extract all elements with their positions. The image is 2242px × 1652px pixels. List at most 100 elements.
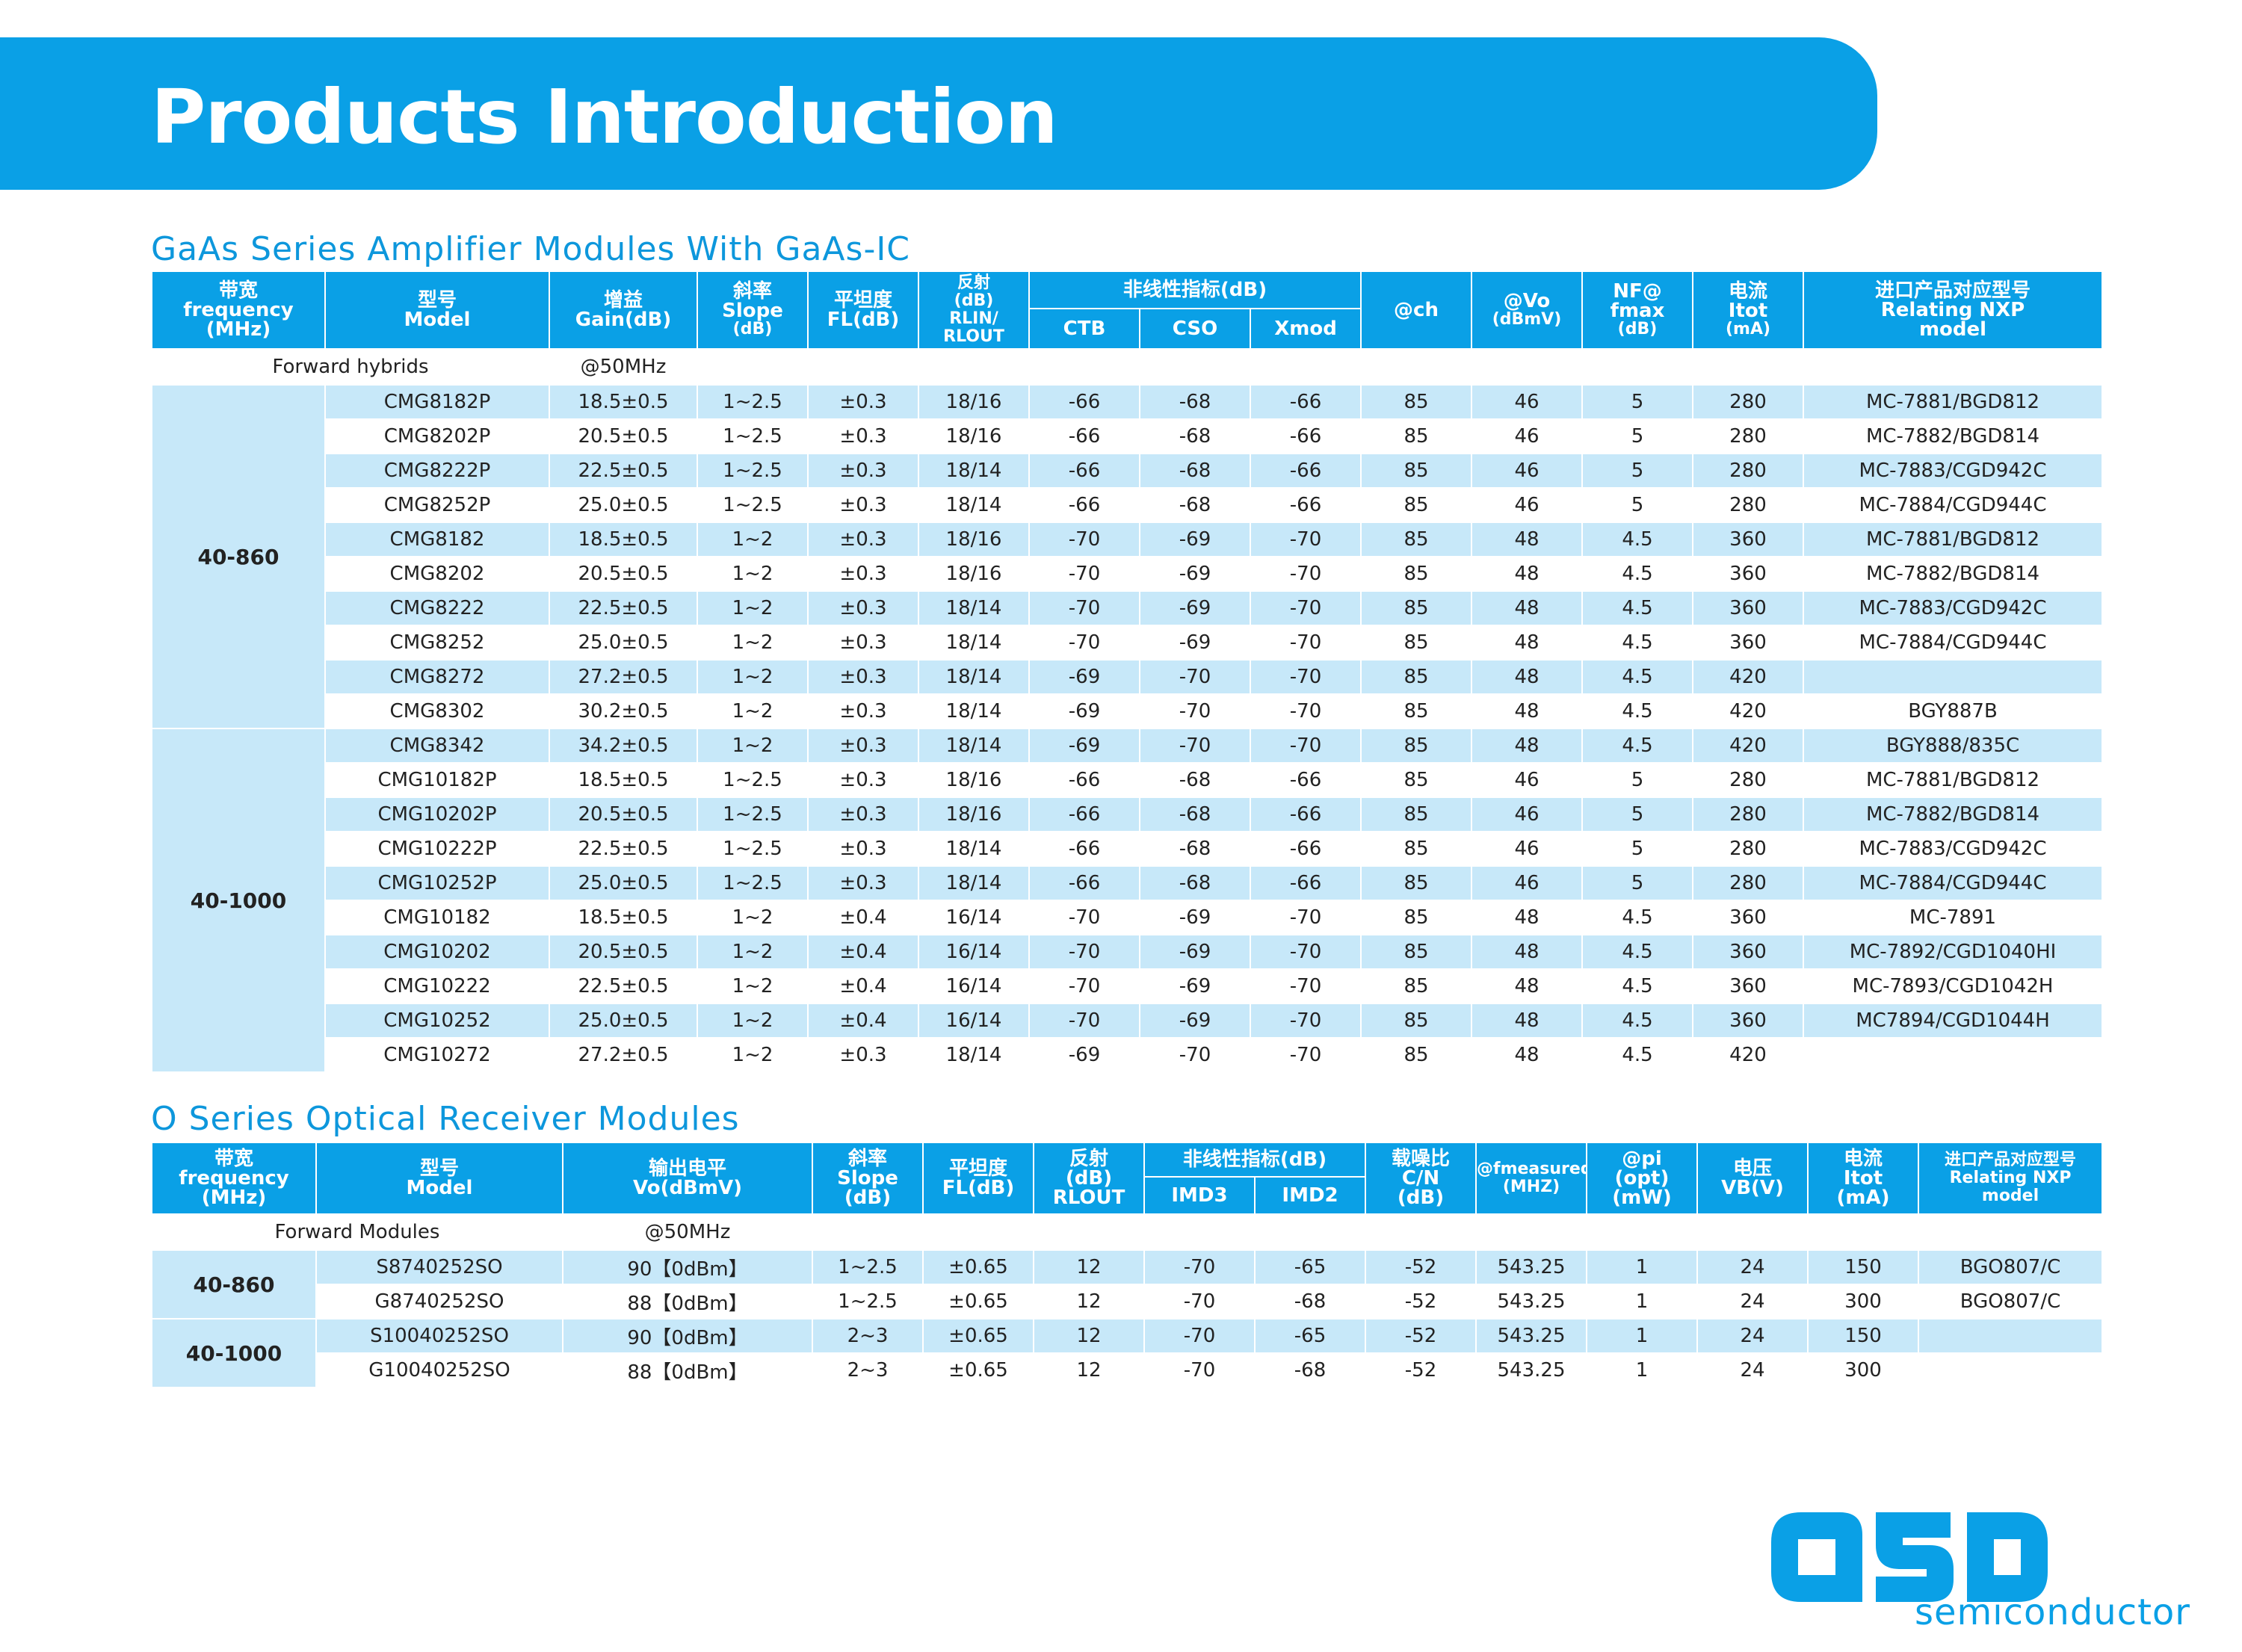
gaas-cell: CMG8342	[324, 728, 550, 764]
gaas-cell: MC-7893/CGD1042H	[1803, 968, 2103, 1004]
header-nf: NF@ fmax (dB)	[1581, 270, 1693, 350]
gaas-cell: 48	[1471, 728, 1583, 764]
gaas-cell: 1~2.5	[697, 487, 809, 523]
optical-cell: 1	[1586, 1318, 1699, 1354]
gaas-cell: 4.5	[1581, 1037, 1693, 1073]
gaas-cell: 4.5	[1581, 556, 1693, 592]
gaas-cell: 4.5	[1581, 693, 1693, 729]
gaas-cell: 46	[1471, 865, 1583, 901]
header-nxp: 进口产品对应型号 Relating NXP model	[1803, 270, 2103, 350]
gaas-cell: -70	[1250, 556, 1362, 592]
optical-cell: 24	[1696, 1249, 1809, 1285]
optical-cell: -65	[1253, 1318, 1367, 1354]
gaas-cell: 1~2.5	[697, 453, 809, 489]
gaas-cell: 360	[1692, 522, 1804, 557]
table-row: G8740252SO 88【0dBm】 1~2.5 ±0.65 12 -70 -68 -52 5…	[152, 1284, 2104, 1320]
gaas-cell: 48	[1471, 1003, 1583, 1039]
gaas-cell: 46	[1471, 762, 1583, 798]
optical-cell: 24	[1696, 1318, 1809, 1354]
optical-cell: 1	[1586, 1249, 1699, 1285]
gaas-cell: ±0.3	[807, 625, 919, 661]
gaas-cell: 48	[1471, 590, 1583, 626]
gaas-cell: ±0.3	[807, 693, 919, 729]
table-row: CMG8252P 25.0±0.5 1~2.5 ±0.3 18/14 -66 -68 -66 8…	[152, 487, 2103, 523]
gaas-cell: CMG10222P	[324, 831, 550, 867]
optical-cell: S10040252SO	[315, 1318, 563, 1354]
gaas-cell: 1~2	[697, 1037, 809, 1073]
gaas-cell: 1~2	[697, 693, 809, 729]
gaas-cell: MC7894/CGD1044H	[1803, 1003, 2103, 1039]
gaas-cell: -66	[1250, 762, 1362, 798]
gaas-cell: 27.2±0.5	[549, 659, 698, 695]
gaas-cell: -69	[1139, 556, 1251, 592]
gaas-cell: -66	[1250, 796, 1362, 832]
gaas-cell: 25.0±0.5	[549, 625, 698, 661]
table-row: CMG8222 22.5±0.5 1~2 ±0.3 18/14 -70 -69 -70 85 48…	[152, 590, 2103, 626]
gaas-cell: -70	[1250, 1003, 1362, 1039]
gaas-cell: -69	[1139, 625, 1251, 661]
header-nonlinear: 非线性指标(dB)	[1143, 1142, 1367, 1178]
gaas-cell: 16/14	[918, 900, 1030, 935]
gaas-cell: 85	[1360, 590, 1472, 626]
optical-cell: 88【0dBm】	[562, 1284, 813, 1320]
gaas-cell: 1~2.5	[697, 865, 809, 901]
gaas-cell: -70	[1250, 900, 1362, 935]
optical-cell: 543.25	[1475, 1318, 1588, 1354]
gaas-cell: -70	[1028, 625, 1140, 661]
gaas-cell: -66	[1250, 487, 1362, 523]
gaas-cell: -70	[1139, 728, 1251, 764]
gaas-cell: -68	[1139, 487, 1251, 523]
oso-logo-icon	[1771, 1512, 2048, 1602]
gaas-cell: -66	[1028, 418, 1140, 454]
gaas-cell: -69	[1028, 659, 1140, 695]
gaas-cell: CMG10182	[324, 900, 550, 935]
forward-label: Forward Modules	[151, 1213, 563, 1251]
gaas-cell: BGY887B	[1803, 693, 2103, 729]
gaas-cell: -70	[1250, 728, 1362, 764]
optical-cell: 12	[1033, 1318, 1145, 1354]
band-label: 40-860	[151, 1249, 317, 1320]
gaas-cell: -66	[1028, 762, 1140, 798]
gaas-cell: CMG10202P	[324, 796, 550, 832]
gaas-cell: 25.0±0.5	[549, 487, 698, 523]
gaas-cell: -69	[1139, 900, 1251, 935]
optical-cell: 12	[1033, 1352, 1145, 1388]
gaas-cell: 5	[1581, 453, 1693, 489]
gaas-cell: -69	[1139, 1003, 1251, 1039]
gaas-cell: 20.5±0.5	[549, 556, 698, 592]
gaas-cell: -69	[1028, 1037, 1140, 1073]
gaas-cell: 1~2	[697, 556, 809, 592]
optical-cell: G10040252SO	[315, 1352, 563, 1388]
optical-cell	[1918, 1318, 2104, 1354]
gaas-cell: MC-7881/BGD812	[1803, 522, 2103, 557]
gaas-cell: -69	[1028, 728, 1140, 764]
gaas-cell: 4.5	[1581, 934, 1693, 970]
table-row: G10040252SO 88【0dBm】 2~3 ±0.65 12 -70 -68 -52 54…	[152, 1352, 2104, 1388]
gaas-cell: 85	[1360, 487, 1472, 523]
gaas-cell: 1~2	[697, 625, 809, 661]
gaas-cell: MC-7891	[1803, 900, 2103, 935]
band-label: 40-1000	[151, 728, 326, 1073]
gaas-cell: -70	[1028, 590, 1140, 626]
gaas-cell: 27.2±0.5	[549, 1037, 698, 1073]
gaas-cell: 48	[1471, 934, 1583, 970]
gaas-cell: ±0.3	[807, 590, 919, 626]
header-itot: 电流 Itot (mA)	[1807, 1142, 1920, 1215]
gaas-cell: 360	[1692, 900, 1804, 935]
gaas-cell: 85	[1360, 384, 1472, 420]
gaas-cell: ±0.4	[807, 900, 919, 935]
gaas-cell: 22.5±0.5	[549, 453, 698, 489]
gaas-cell: 85	[1360, 796, 1472, 832]
gaas-cell: 48	[1471, 968, 1583, 1004]
optical-cell: 24	[1696, 1284, 1809, 1320]
gaas-cell: ±0.3	[807, 487, 919, 523]
header-cso: CSO	[1139, 308, 1251, 350]
optical-cell: 1~2.5	[812, 1249, 924, 1285]
gaas-cell: -68	[1139, 796, 1251, 832]
gaas-cell: 420	[1692, 693, 1804, 729]
gaas-cell: CMG8202	[324, 556, 550, 592]
gaas-cell: 85	[1360, 693, 1472, 729]
optical-cell: -70	[1143, 1318, 1256, 1354]
optical-cell: 300	[1807, 1284, 1920, 1320]
gaas-cell: -68	[1139, 762, 1251, 798]
